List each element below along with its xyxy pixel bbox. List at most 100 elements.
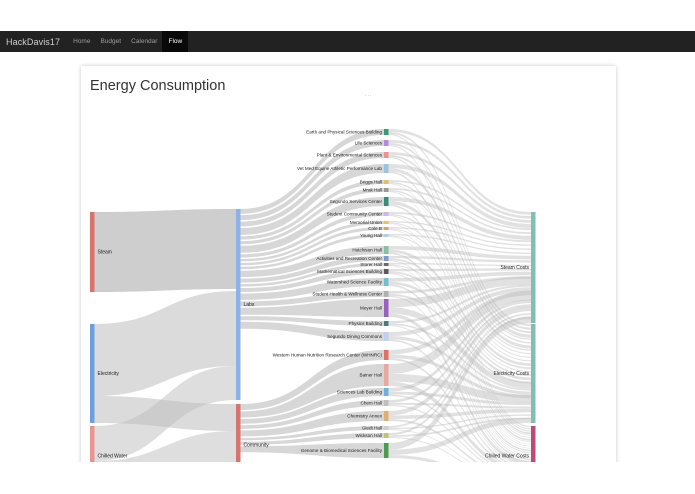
label-physics-building: Physics Building xyxy=(349,321,383,326)
link-building-15-cost-1 xyxy=(388,281,531,381)
label-segundo-services-center: Segundo Services Center xyxy=(330,199,383,204)
link-labs-building-19 xyxy=(240,321,384,341)
link-building-4-cost-2 xyxy=(388,183,531,436)
link-building-27-cost-1 xyxy=(388,417,531,455)
link-building-7-cost-2 xyxy=(388,215,531,443)
label-segundo-dining-commons: Segundo Dining Commons xyxy=(327,334,383,339)
link-building-4-cost-1 xyxy=(388,181,531,340)
link-building-16-cost-1 xyxy=(388,293,531,384)
node-cole-b xyxy=(384,227,389,230)
link-community-building-25 xyxy=(240,426,384,441)
link-building-23-cost-2 xyxy=(388,404,531,478)
link-labs-building-10 xyxy=(240,234,384,270)
node-meyer-hall xyxy=(384,299,389,317)
link-labs-building-12 xyxy=(240,256,384,283)
link-building-21-cost-2 xyxy=(388,381,531,474)
link-labs-building-0 xyxy=(240,129,384,214)
sankey-nodes xyxy=(90,129,536,486)
nav-flow[interactable]: Flow xyxy=(162,31,189,52)
link-building-17-cost-0 xyxy=(388,276,531,308)
link-labs-building-16 xyxy=(240,291,384,307)
label-chemistry-annex: Chemistry Annex xyxy=(347,414,382,419)
label-earth-and-physical-sciences-building: Earth and Physical Sciences Building xyxy=(306,130,382,135)
link-building-18-cost-2 xyxy=(388,325,531,467)
label-vet-med-equine-athletic-performance-lab: Vet Med Equine Athletic Performance Lab xyxy=(297,166,382,171)
label-steam-costs: Steam Costs xyxy=(500,265,529,271)
link-building-23-cost-1 xyxy=(388,402,531,409)
node-memorial-union xyxy=(384,221,389,224)
link-building-25-cost-0 xyxy=(388,313,531,428)
link-building-24-cost-1 xyxy=(388,408,531,419)
label-giedt-hall: Giedt Hall xyxy=(362,426,382,431)
node-steam-costs xyxy=(531,212,536,323)
link-building-6-cost-0 xyxy=(388,197,531,240)
nav-budget[interactable]: Budget xyxy=(100,38,122,45)
link-building-17-cost-2 xyxy=(388,313,531,466)
link-labs-building-11 xyxy=(240,246,384,278)
node-community xyxy=(236,404,241,486)
link-electricity-labs xyxy=(94,291,236,396)
link-building-19-cost-1 xyxy=(388,336,531,395)
link-labs-building-4 xyxy=(240,180,384,240)
node-watershed-science-facility xyxy=(384,278,389,286)
link-labs-building-13 xyxy=(240,263,384,287)
link-building-20-cost-1 xyxy=(388,354,531,399)
node-plant-environmental-sciences xyxy=(384,152,389,158)
link-building-21-cost-1 xyxy=(388,373,531,403)
link-building-5-cost-0 xyxy=(388,188,531,235)
link-building-2-cost-0 xyxy=(388,152,531,223)
link-community-building-20 xyxy=(240,350,384,410)
link-building-8-cost-1 xyxy=(388,222,531,355)
link-chilled-labs xyxy=(94,366,236,461)
link-building-3-cost-2 xyxy=(388,171,531,435)
node-life-sciences xyxy=(384,140,389,146)
link-building-20-cost-0 xyxy=(388,290,531,355)
sankey-diagram: Steam Electricity Chilled Water Labs Communi… xyxy=(90,129,536,486)
link-community-building-27 xyxy=(240,443,384,458)
node-electricity xyxy=(90,324,95,423)
link-building-10-cost-0 xyxy=(388,234,531,254)
link-building-0-cost-1 xyxy=(388,131,531,327)
node-segundo-services-center xyxy=(384,197,389,206)
label-memorial-union: Memorial Union xyxy=(350,220,383,225)
link-building-14-cost-1 xyxy=(388,271,531,377)
link-building-11-cost-1 xyxy=(388,249,531,366)
link-labs-building-6 xyxy=(240,197,384,253)
link-building-1-cost-1 xyxy=(388,142,531,330)
link-building-13-cost-2 xyxy=(388,265,531,456)
label-student-health-wellness-center: Student Health & Wellness Center xyxy=(312,292,382,297)
nav-calendar[interactable]: Calendar xyxy=(131,38,158,45)
link-building-10-cost-1 xyxy=(388,235,531,362)
link-building-9-cost-2 xyxy=(388,229,531,447)
link-labs-building-8 xyxy=(240,221,384,262)
label-student-community-center: Student Community Center xyxy=(327,212,383,217)
page-title: Energy Consumption xyxy=(90,78,226,94)
node-student-community-center xyxy=(384,212,389,216)
nav-home[interactable]: Home xyxy=(73,38,91,45)
label-life-sciences: Life Sciences xyxy=(355,141,383,146)
label-electricity: Electricity xyxy=(98,371,120,377)
label-cole-b: Cole B xyxy=(368,226,382,231)
node-steam xyxy=(90,212,95,292)
label-labs: Labs xyxy=(244,302,255,308)
link-building-5-cost-1 xyxy=(388,189,531,344)
label-electricity-costs: Electricity Costs xyxy=(493,371,529,377)
link-steam-labs xyxy=(94,209,236,292)
label-wickson-hall: Wickson Hall xyxy=(355,433,382,438)
brand-link[interactable]: HackDavis17 xyxy=(6,36,61,47)
link-building-26-cost-1 xyxy=(388,417,531,437)
link-building-21-cost-0 xyxy=(388,290,531,374)
link-building-20-cost-2 xyxy=(388,358,531,471)
node-electricity-costs xyxy=(531,324,536,423)
link-community-building-21 xyxy=(240,364,384,418)
node-earth-and-physical-sciences-building xyxy=(384,129,389,135)
link-building-22-cost-0 xyxy=(388,299,531,392)
link-building-15-cost-2 xyxy=(388,284,531,461)
node-hutchison-hall xyxy=(384,246,389,254)
label-chem-hall: Chem Hall xyxy=(361,401,382,406)
link-community-building-23 xyxy=(240,400,384,429)
link-building-10-cost-2 xyxy=(388,236,531,449)
link-labs-building-3 xyxy=(240,164,384,235)
link-labs-building-2 xyxy=(240,152,384,227)
link-building-5-cost-2 xyxy=(388,191,531,438)
